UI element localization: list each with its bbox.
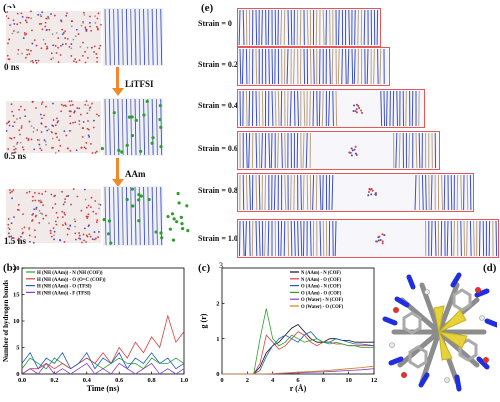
x-tick-label: 0.2 (50, 377, 58, 384)
y-tick-label: 1 (216, 336, 219, 343)
strain-box-0_2 (237, 47, 390, 86)
series-line-2 (222, 331, 375, 375)
arrow-litfsi-shaft (116, 67, 119, 89)
hbond-chart: 0.0 0.2 0.4 0.6 0.8 1.0 0 5 10 15 20 Time (ns) Numbe… (2, 265, 188, 393)
series-line-0 (222, 323, 374, 375)
x-tick-label: 0.4 (83, 377, 92, 384)
strain-label-0_8: Strain = 0.8 (198, 186, 238, 195)
x-tick-label: 2 (246, 377, 249, 384)
strain-image-0 (238, 9, 379, 46)
legend-label-3: H (NH (AAm)) - F (TFSI) (37, 291, 91, 296)
molecular-structure-image (382, 272, 497, 392)
strain-label-1_0: Strain = 1.0 (198, 234, 238, 243)
strain-box-0 (237, 8, 381, 47)
x-tick-label: 0.8 (148, 377, 157, 384)
series-line-1 (21, 314, 185, 375)
y-axis-label: g (r) (199, 313, 208, 328)
legend-label-3: O (AAm) - O (COF) (301, 291, 342, 296)
y-tick-label: 0 (216, 371, 219, 378)
series-line-3 (21, 362, 185, 375)
strain-label-0_4: Strain = 0.4 (198, 101, 238, 110)
legend-label-2: H (NH (AAm)) - O (TFSI) (37, 285, 92, 290)
legend-label-0: H (NH (AAm)) - N (NH (COF)) (37, 271, 103, 276)
strain-box-0_4 (237, 89, 425, 128)
series-line-2 (21, 352, 185, 370)
strain-image-0_8 (239, 174, 472, 211)
y-tick-label: 2 (216, 301, 219, 308)
y-axis-label: Number of hydrogen bonds (2, 280, 10, 362)
panel-c-label: (c) (198, 262, 211, 274)
step-label-aam: AAm (125, 169, 146, 179)
series-line-3 (222, 308, 374, 375)
strain-box-1_0 (237, 219, 499, 258)
x-axis-label: r (Å) (290, 384, 307, 393)
x-tick-label: 0.6 (115, 377, 124, 384)
sim-snapshot-0_5ns (6, 98, 184, 156)
strain-box-0_6 (237, 131, 440, 170)
x-tick-label: 10 (345, 377, 352, 384)
legend-label-2: O (AAm) - N (COF) (301, 285, 342, 290)
time-label-0_5ns: 0.5 ns (4, 151, 27, 161)
plot-frame (221, 267, 375, 375)
strain-label-0: Strain = 0 (198, 19, 232, 28)
strain-label-0_2: Strain = 0.2 (198, 60, 238, 69)
strain-box-0_8 (237, 173, 474, 212)
panel-c-corner-tick: 3 (219, 261, 223, 270)
y-tick-label: 5 (16, 345, 20, 352)
series-line-4 (222, 368, 375, 375)
legend-label-4: O (Water) - N (COF) (301, 298, 343, 303)
x-tick-label: 6 (296, 377, 300, 384)
arrow-aam-head (111, 179, 124, 187)
time-label-1_5ns: 1.5 ns (4, 236, 27, 246)
strain-label-0_6: Strain = 0.6 (198, 144, 238, 153)
sim-snapshot-0ns (6, 8, 184, 66)
strain-image-0_2 (239, 48, 385, 85)
step-label-litfsi: LiTFSI (125, 79, 154, 89)
x-tick-label: 1.0 (180, 377, 188, 384)
time-label-0ns: 0 ns (4, 62, 20, 72)
x-tick-label: 4 (271, 377, 275, 384)
panel-d-label: (d) (483, 262, 497, 274)
series-line-1 (222, 331, 374, 375)
legend-label-1: N (AAm) - O (COF) (301, 278, 342, 283)
arrow-aam-shaft (116, 158, 119, 180)
x-tick-label: 12 (371, 377, 378, 384)
strain-image-0_4 (239, 90, 420, 127)
legend-label-0: N (AAm) - N (COF) (301, 271, 341, 276)
y-tick-label: 0 (16, 371, 19, 378)
x-tick-label: 0 (220, 377, 223, 384)
sim-snapshot-0_5ns-image (6, 98, 163, 156)
x-axis-label: Time (ns) (87, 384, 120, 393)
x-tick-label: 0.0 (18, 377, 26, 384)
sim-snapshot-0ns-image (6, 8, 163, 66)
arrow-litfsi-head (111, 88, 124, 96)
panel-e-label: (e) (201, 2, 214, 14)
x-tick-label: 8 (322, 377, 326, 384)
legend-label-1: H (NH (AAm)) - O (O=C (COF)) (37, 278, 106, 283)
sim-snapshot-1_5ns (6, 186, 194, 246)
legend-label-5: O (Water) - O (COF) (301, 305, 344, 310)
strain-image-1_0 (238, 220, 498, 257)
strain-image-0_6 (239, 132, 437, 169)
series-line-5 (222, 365, 375, 375)
y-tick-label: 10 (13, 318, 20, 325)
y-tick-label: 15 (13, 292, 20, 299)
panel-b-label: (b) (3, 262, 17, 274)
sim-snapshot-1_5ns-image (6, 186, 190, 246)
y-tick-label: 20 (13, 265, 20, 272)
